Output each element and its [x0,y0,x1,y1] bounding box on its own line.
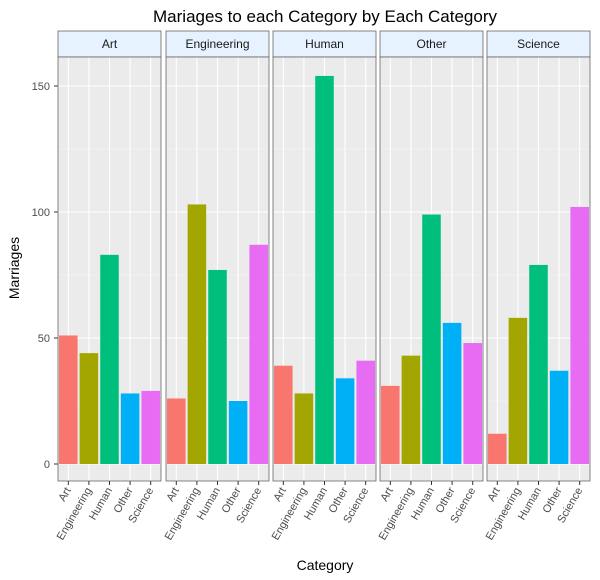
bar-engineering-art [167,398,186,464]
bar-human-human [315,75,334,465]
x-tick-label: Art [485,486,502,504]
chart-title: Mariages to each Category by Each Catego… [153,7,497,26]
bar-engineering-engineering [187,204,207,464]
facet-strip [486,30,591,58]
facet-strip [57,30,162,58]
bar-art-science [141,390,160,464]
bar-other-art [381,385,400,464]
bar-science-art [488,433,507,464]
x-tick-label: Art [56,486,73,504]
y-tick-label: 150 [32,81,50,93]
bar-human-other [335,378,355,464]
y-axis: 0 50 100 150 [32,81,58,471]
x-tick-label: Art [378,486,395,504]
facet-strip-label: Human [305,37,344,51]
bar-science-engineering [508,317,528,464]
bar-human-science [356,360,375,464]
bar-science-human [529,264,548,464]
bar-engineering-human [208,269,227,464]
bar-other-human [422,214,441,464]
x-axis-title: Category [297,557,354,573]
bar-human-engineering [294,393,314,464]
bar-science-science [570,206,589,464]
bar-art-art [59,335,78,464]
facet-strip-label: Engineering [185,37,249,51]
bar-other-other [442,322,462,464]
bar-engineering-other [228,401,248,464]
facet-panel-engineering: EngineeringArtEngineeringHumanOtherScien… [163,30,270,542]
bar-engineering-science [249,244,268,464]
facet-strip-label: Art [102,37,118,51]
facet-strip [379,30,484,58]
facet-strip-label: Science [517,37,560,51]
facet-panels: ArtArtEngineeringHumanOtherScienceEngine… [55,30,591,542]
x-tick-label: Art [164,486,181,504]
facet-strip-label: Other [416,37,446,51]
bar-art-other [120,393,140,464]
x-tick-label: Art [271,486,288,504]
bar-other-science [463,343,482,464]
y-tick-label: 100 [32,207,50,219]
y-tick-label: 50 [38,333,50,345]
y-axis-title: Marriages [6,237,22,299]
bar-other-engineering [401,355,421,464]
y-tick-label: 0 [44,459,50,471]
bar-art-engineering [79,353,99,464]
bar-art-human [100,254,119,464]
bar-human-art [274,365,293,464]
bar-science-other [549,370,569,464]
